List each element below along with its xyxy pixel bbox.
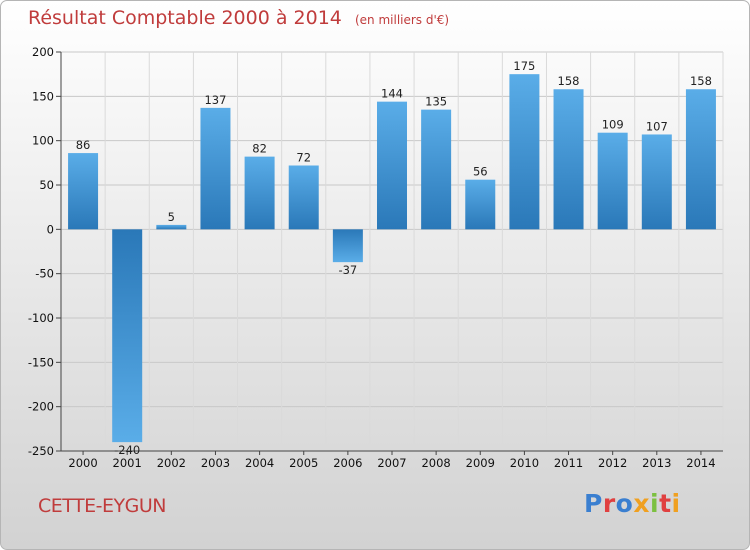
commune-name: CETTE-EYGUN [38, 495, 166, 517]
data-label-2000: 86 [76, 138, 91, 152]
data-label-2012: 109 [602, 118, 624, 132]
bar-2013 [641, 134, 672, 230]
y-tick-label: 50 [39, 178, 54, 192]
bar-2012 [597, 132, 628, 230]
y-tick-label: -100 [28, 311, 54, 325]
data-label-2005: 72 [296, 150, 311, 164]
x-tick-label: 2010 [510, 456, 539, 470]
data-label-2008: 135 [425, 95, 447, 109]
data-label-2009: 56 [473, 165, 488, 179]
bars [68, 74, 716, 443]
chart-title: Résultat Comptable 2000 à 2014 (en milli… [28, 7, 449, 29]
data-label-2001: -240 [114, 443, 140, 457]
data-label-2004: 82 [252, 142, 267, 156]
data-label-2003: 137 [204, 93, 226, 107]
data-label-2002: 5 [168, 210, 175, 224]
data-label-2010: 175 [513, 59, 535, 73]
data-labels: 86 -240 5 137 82 72 -37 144 135 56 175 158 109 107 158 [76, 59, 712, 457]
bar-2010 [509, 74, 540, 230]
y-tick-label: 100 [32, 134, 54, 148]
x-tick-label: 2006 [333, 456, 362, 470]
x-tick-label: 2011 [554, 456, 583, 470]
bar-2002 [156, 224, 187, 230]
x-tick-label: 2012 [598, 456, 627, 470]
x-tick-label: 2001 [113, 456, 142, 470]
x-tick-label: 2000 [68, 456, 97, 470]
data-label-2011: 158 [558, 74, 580, 88]
y-tick-label: 150 [32, 89, 54, 103]
data-label-2014: 158 [690, 74, 712, 88]
bar-2014 [685, 89, 716, 230]
data-label-2006: -37 [338, 263, 357, 277]
title-main: Résultat Comptable 2000 à 2014 [28, 7, 342, 29]
y-tick-label: -200 [28, 400, 54, 414]
x-tick-label: 2002 [157, 456, 186, 470]
x-tick-label: 2014 [686, 456, 715, 470]
title-unit: (en milliers d'€) [354, 13, 450, 27]
bar-2009 [465, 179, 496, 230]
x-tick-label: 2003 [201, 456, 230, 470]
axes: 200 150 100 50 0 -50 -100 -150 -200 -250 2000 2001 2… [28, 45, 723, 470]
bar-2000 [68, 153, 99, 230]
x-tick-label: 2009 [466, 456, 495, 470]
data-label-2013: 107 [646, 119, 668, 133]
y-tick-label: 200 [32, 45, 54, 59]
y-tick-label: -50 [35, 267, 54, 281]
bar-2001 [112, 229, 143, 443]
y-tick-label: -250 [28, 444, 54, 458]
bar-2004 [244, 156, 275, 230]
bar-2003 [200, 107, 231, 230]
data-label-2007: 144 [381, 87, 403, 101]
bar-2011 [553, 89, 584, 230]
x-tick-label: 2004 [245, 456, 274, 470]
bar-2008 [421, 109, 452, 230]
y-tick-label: 0 [47, 222, 54, 236]
x-tick-label: 2005 [289, 456, 318, 470]
y-tick-label: -150 [28, 355, 54, 369]
bar-2005 [288, 165, 319, 230]
x-tick-label: 2007 [377, 456, 406, 470]
bar-2006 [332, 229, 363, 263]
bar-2007 [377, 101, 407, 230]
x-tick-label: 2008 [421, 456, 450, 470]
proxiti-logo[interactable]: Proxiti [584, 489, 681, 518]
x-tick-label: 2013 [642, 456, 671, 470]
